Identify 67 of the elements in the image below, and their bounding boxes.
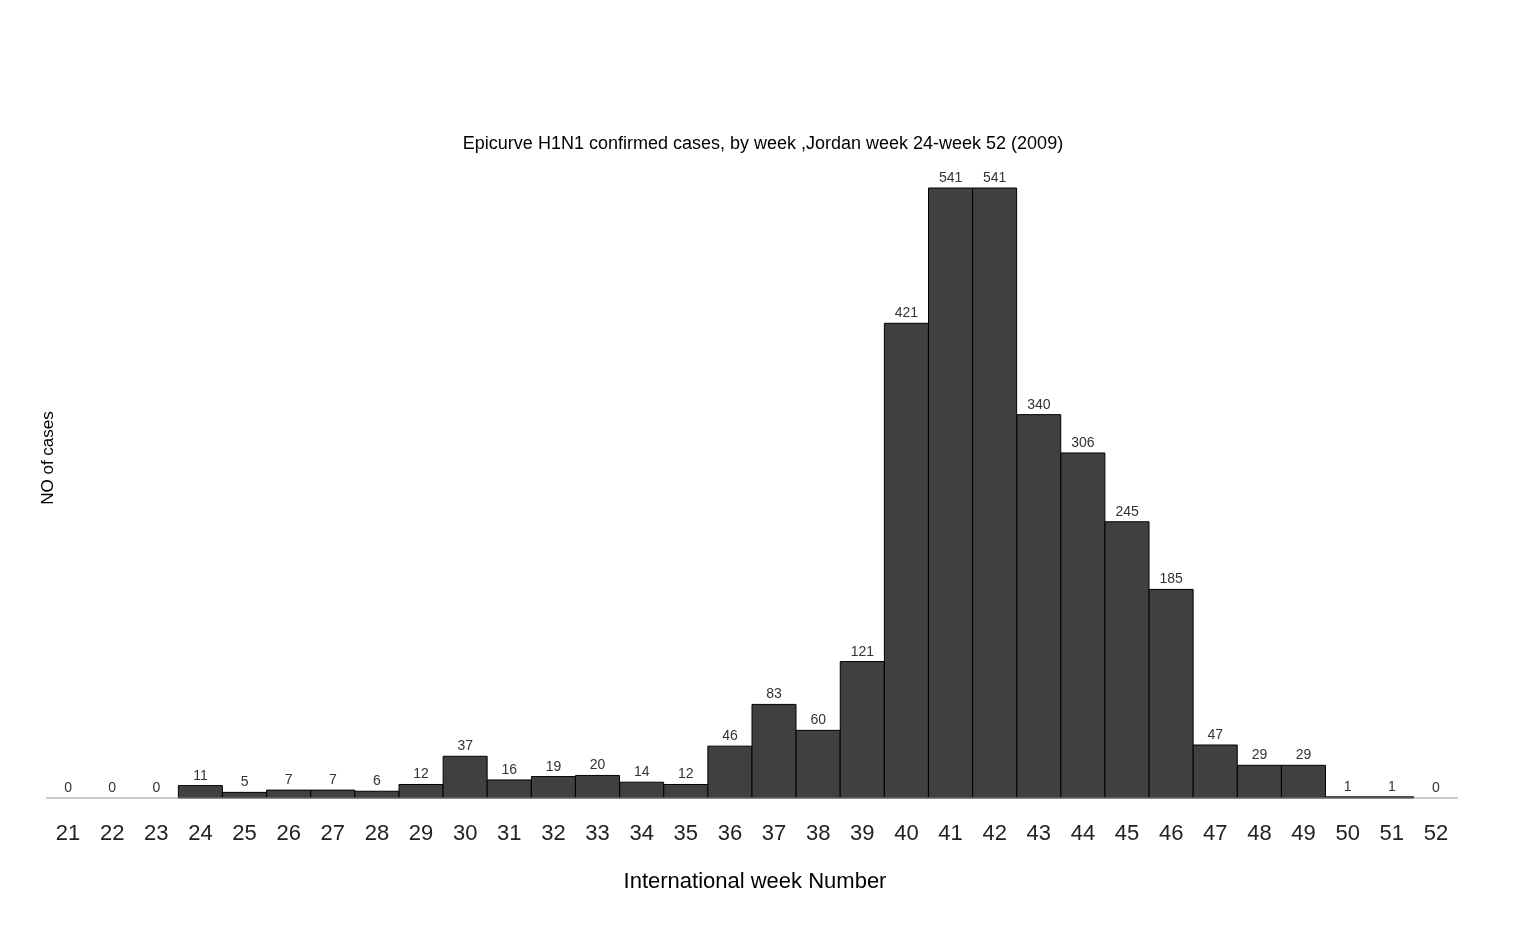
data-label: 121 bbox=[850, 642, 875, 659]
x-tick-label: 44 bbox=[1070, 819, 1096, 845]
data-label: 306 bbox=[1071, 433, 1095, 450]
x-tick-label: 50 bbox=[1335, 819, 1360, 845]
data-label: 47 bbox=[1207, 726, 1224, 743]
x-tick-label: 49 bbox=[1291, 819, 1316, 845]
data-label: 245 bbox=[1115, 502, 1139, 519]
x-tick-label: 31 bbox=[497, 819, 522, 845]
data-label: 0 bbox=[108, 779, 117, 795]
x-tick-label: 23 bbox=[144, 819, 169, 845]
data-label: 60 bbox=[810, 711, 827, 728]
x-tick-label: 25 bbox=[232, 819, 257, 845]
x-tick-label: 26 bbox=[276, 819, 301, 845]
x-tick-label: 35 bbox=[673, 819, 699, 845]
data-label: 1 bbox=[1387, 777, 1396, 794]
x-tick-label: 37 bbox=[761, 819, 787, 845]
data-label: 0 bbox=[152, 779, 161, 795]
data-label: 340 bbox=[1027, 395, 1051, 412]
data-label: 29 bbox=[1295, 746, 1312, 763]
data-label: 7 bbox=[284, 771, 293, 788]
data-label: 12 bbox=[678, 765, 694, 782]
data-label: 0 bbox=[64, 779, 73, 795]
data-label: 185 bbox=[1159, 570, 1184, 587]
x-tick-label: 28 bbox=[364, 819, 390, 845]
x-tick-label: 52 bbox=[1423, 819, 1449, 845]
data-label: 421 bbox=[894, 304, 919, 321]
data-label: 14 bbox=[633, 763, 650, 780]
x-tick-label: 41 bbox=[938, 819, 963, 845]
data-label: 83 bbox=[766, 685, 783, 702]
data-label: 19 bbox=[545, 757, 562, 774]
x-tick-label: 24 bbox=[188, 819, 213, 845]
x-tick-label: 27 bbox=[320, 819, 346, 845]
x-tick-label: 48 bbox=[1247, 819, 1272, 845]
x-tick-label: 45 bbox=[1114, 819, 1140, 845]
data-label: 541 bbox=[938, 169, 963, 185]
x-tick-label: 39 bbox=[850, 819, 875, 845]
data-label: 46 bbox=[722, 727, 738, 744]
x-tick-label: 33 bbox=[585, 819, 610, 845]
x-tick-label: 43 bbox=[1026, 819, 1052, 845]
x-tick-label: 21 bbox=[55, 819, 81, 845]
data-label: 0 bbox=[1432, 779, 1441, 795]
x-tick-label: 36 bbox=[717, 819, 743, 845]
x-tick-label: 32 bbox=[541, 819, 566, 845]
x-tick-label: 22 bbox=[99, 819, 125, 845]
x-tick-label: 34 bbox=[629, 819, 654, 845]
x-axis-title: International week Number bbox=[622, 868, 888, 894]
data-label: 16 bbox=[501, 760, 518, 777]
x-tick-label: 40 bbox=[894, 819, 919, 845]
data-label: 37 bbox=[457, 737, 474, 754]
data-label: 5 bbox=[240, 773, 249, 790]
x-tick-label: 42 bbox=[982, 819, 1007, 845]
data-label: 11 bbox=[193, 766, 208, 783]
y-axis-title: NO of cases bbox=[38, 411, 58, 505]
data-label: 29 bbox=[1251, 746, 1268, 763]
data-label: 12 bbox=[413, 765, 430, 782]
data-label: 541 bbox=[983, 169, 1007, 185]
data-label: 1 bbox=[1343, 777, 1352, 794]
x-tick-label: 51 bbox=[1379, 819, 1405, 845]
x-tick-label: 30 bbox=[452, 819, 478, 845]
x-tick-label: 38 bbox=[805, 819, 831, 845]
x-tick-label: 46 bbox=[1158, 819, 1184, 845]
chart-title: Epicurve H1N1 confirmed cases, by week ,Jordan week 24-week 52 (2009) bbox=[461, 133, 1065, 154]
x-tick-label: 47 bbox=[1203, 819, 1228, 845]
x-tick-label: 29 bbox=[408, 819, 434, 845]
data-label: 6 bbox=[373, 772, 382, 789]
data-label: 7 bbox=[328, 771, 337, 788]
data-label: 20 bbox=[589, 756, 606, 773]
